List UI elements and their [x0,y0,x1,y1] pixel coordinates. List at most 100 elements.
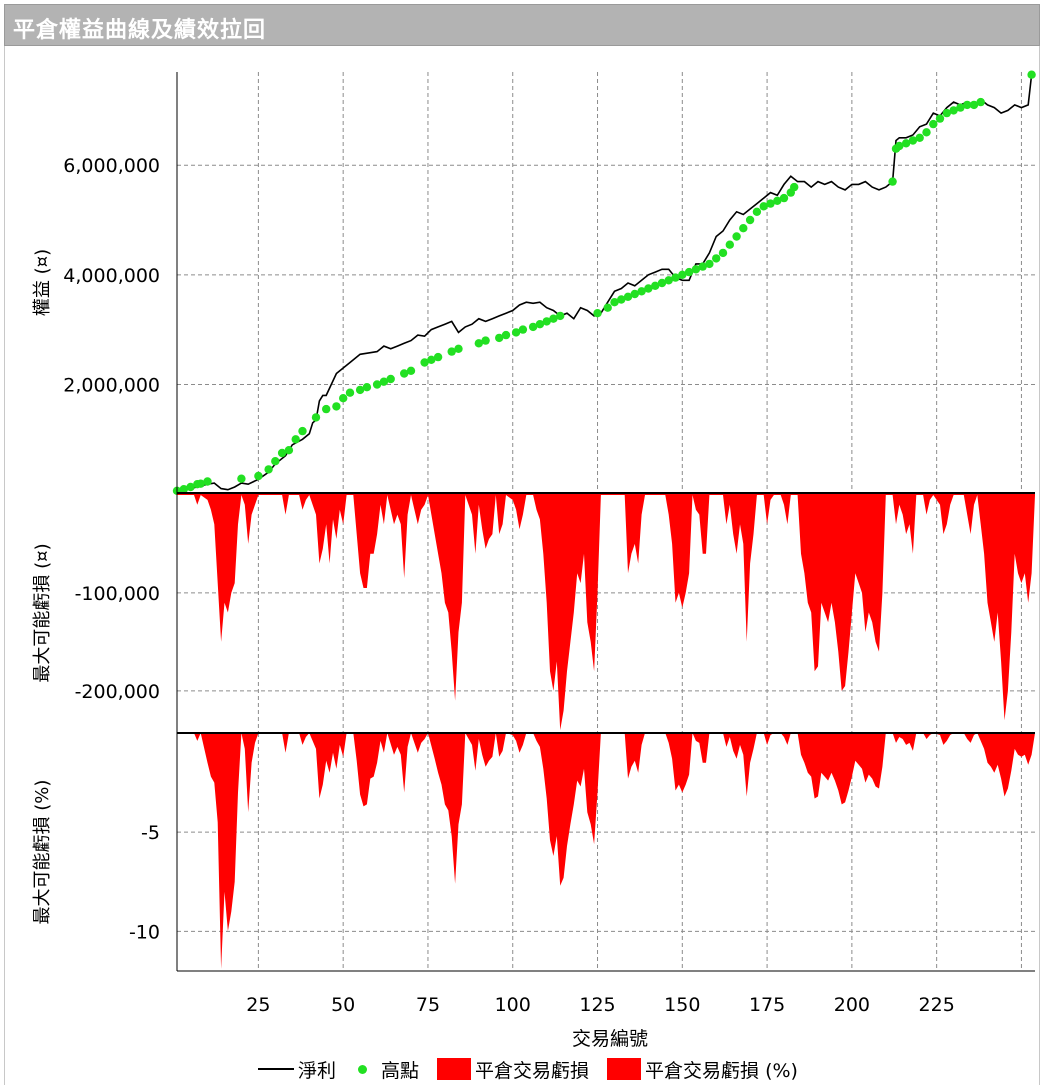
equity-high-point [956,103,965,112]
equity-high-point [284,446,294,455]
drawdown-percent-area [177,733,1035,969]
equity-high-point [935,114,945,123]
equity-high-point [908,136,918,145]
equity-high-point [888,177,897,186]
equity-high-point [481,336,490,345]
equity-high-point [657,278,667,288]
equity-high-point [400,369,409,378]
equity-high-point [779,193,789,203]
y-tick-label: -10 [129,921,160,943]
y-axis-title: 最大可能虧損 (¤) [32,543,53,682]
equity-high-point [186,482,195,492]
window-title: 平倉權益曲線及績效拉回 [13,18,267,43]
equity-high-point [637,287,646,296]
equity-high-point [203,477,212,486]
dot-swatch-icon [358,1064,368,1074]
equity-high-point [790,182,799,192]
equity-high-point [752,207,762,216]
equity-high-point [355,385,365,395]
equity-high-point [495,333,504,343]
equity-high-point [929,119,938,129]
x-tick-label: 225 [919,994,955,1016]
equity-high-point [664,276,673,285]
equity-high-point [759,202,768,211]
equity-high-point [427,355,436,364]
y-tick-label: 2,000,000 [63,374,160,396]
equity-high-point [773,196,782,205]
equity-high-point [678,270,687,279]
x-tick-label: 100 [495,994,531,1016]
equity-high-point [922,128,931,137]
equity-high-point [617,295,626,304]
equity-high-point [691,265,701,274]
equity-high-point [644,284,653,293]
equity-high-point [264,465,273,474]
equity-high-point [379,377,389,386]
equity-high-point [277,448,287,458]
equity-high-point [447,347,456,356]
equity-high-point [603,303,612,312]
legend-item-highs: 高點 [354,1056,419,1083]
equity-high-point [739,224,748,233]
equity-high-point [593,309,602,318]
equity-high-point [895,141,904,151]
equity-high-point [254,471,263,481]
net-profit-line [176,74,1033,492]
equity-high-point [698,262,707,271]
equity-high-point [345,388,355,397]
x-tick-label: 75 [416,994,440,1016]
equity-high-point [339,394,348,403]
equity-high-point [684,267,694,277]
red-swatch-icon [607,1058,642,1080]
equity-high-point [705,259,714,269]
line-swatch-icon [258,1068,294,1070]
equity-high-point [433,352,443,362]
legend-item-net-profit: 淨利 [258,1056,336,1083]
equity-high-point [718,248,728,258]
equity-high-point [556,311,565,321]
equity-high-point [549,314,558,323]
equity-high-point [237,474,246,483]
equity-high-point [976,97,985,107]
equity-high-point [179,485,188,494]
legend-item-drawdown-amount: 平倉交易虧損 [437,1056,589,1083]
equity-high-point [406,366,416,375]
equity-high-point [725,240,734,249]
equity-high-point [454,344,463,353]
x-tick-label: 125 [579,994,615,1016]
equity-high-point [651,281,660,290]
equity-high-point [963,100,972,110]
legend-label-drawdown-percent: 平倉交易虧損 (%) [645,1059,798,1082]
equity-high-point [420,358,429,367]
equity-high-point [474,339,483,348]
equity-high-point [372,380,382,389]
equity-high-point [291,435,300,444]
x-tick-label: 175 [749,994,785,1016]
x-tick-label: 50 [331,994,355,1016]
drawdown-amount-area [177,493,1035,731]
equity-high-point [712,254,721,263]
equity-high-point [196,479,205,488]
x-tick-label: 150 [664,994,700,1016]
equity-high-point [298,426,307,436]
legend-item-drawdown-percent: 平倉交易虧損 (%) [607,1056,798,1083]
equity-high-point [518,325,528,334]
equity-high-point [1027,70,1036,79]
equity-high-point [528,322,538,332]
legend-label-drawdown-amount: 平倉交易虧損 [475,1059,590,1082]
y-tick-label: -5 [141,822,160,844]
equity-high-point [322,404,331,414]
equity-high-point [915,133,924,142]
equity-high-point [332,402,341,411]
equity-high-point [610,298,619,307]
equity-high-point [501,330,511,340]
chart-frame [4,46,1040,1085]
equity-high-point [362,383,372,392]
x-tick-label: 25 [246,994,270,1016]
y-tick-label: 6,000,000 [63,155,160,177]
equity-high-point [630,289,639,299]
x-axis-title: 交易編號 [572,1028,648,1050]
equity-high-point [942,108,951,118]
equity-high-point [901,139,911,148]
